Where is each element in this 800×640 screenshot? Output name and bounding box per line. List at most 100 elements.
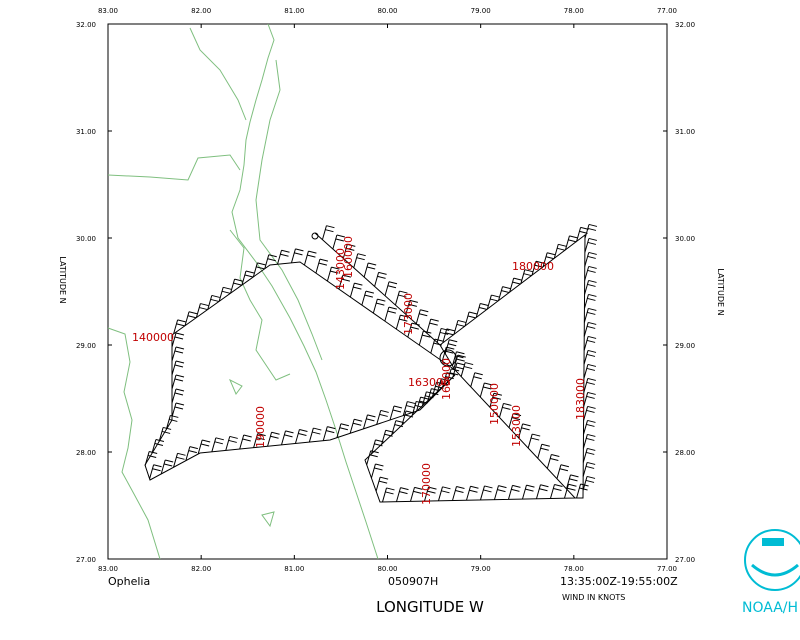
wind-barb [338, 274, 344, 290]
x-tick-label: 80.00 [377, 565, 397, 573]
wind-barb-flag [380, 409, 389, 413]
wind-barb [315, 258, 321, 274]
wind-barb [353, 253, 359, 268]
wind-barb [396, 487, 401, 502]
wind-barb-flag [399, 491, 408, 495]
wind-barb [566, 474, 571, 490]
wind-barb-flag [177, 319, 186, 323]
wind-barb [290, 248, 296, 263]
wind-barb [384, 281, 390, 296]
wind-barb [361, 290, 367, 306]
wind-barb [382, 487, 387, 503]
wind-barb-flag [547, 252, 556, 256]
wind-barb [401, 410, 407, 426]
wind-barb-flag [392, 409, 402, 413]
x-tick-label: 82.00 [191, 565, 211, 573]
wind-barb-flag [587, 241, 596, 245]
wind-barb [508, 413, 514, 428]
wind-barb-flag [387, 310, 396, 314]
wind-barb-flag [399, 318, 408, 322]
wind-barb [415, 309, 421, 324]
wind-barb-flag [469, 489, 478, 493]
wind-barb [583, 420, 588, 435]
wind-barb [465, 486, 471, 501]
wind-barb-flag [367, 266, 376, 270]
wind-barb-flag [480, 303, 489, 307]
wind-barb [520, 269, 526, 284]
wind-barb [582, 434, 588, 449]
wind-barb-flag [318, 262, 328, 266]
wind-barb-flag [587, 447, 596, 451]
wind-barb [195, 303, 201, 318]
wind-barb [149, 464, 155, 479]
wind-barb-flag [215, 437, 224, 441]
wind-barb [336, 423, 342, 438]
wind-barb-flag [586, 395, 595, 399]
time-label: 173000 [402, 293, 415, 335]
wind-barb-flag [551, 454, 560, 457]
wind-barb-flag [522, 423, 531, 427]
wind-barb-flag [415, 404, 424, 408]
wind-barb-flag [385, 491, 394, 495]
wind-barb-flag [456, 362, 466, 366]
wind-barb [370, 463, 376, 479]
wind-barb-flag [308, 250, 317, 254]
wind-barb-flag [501, 290, 510, 294]
track-start [311, 232, 319, 240]
wind-barb-flag [175, 346, 185, 350]
wind-barb-flag [451, 368, 460, 372]
noaa-logo: NOAA/H [742, 529, 800, 616]
wind-barb [376, 410, 382, 425]
wind-barb [563, 484, 569, 499]
wind-barb-flag [585, 479, 595, 483]
wind-barb-flag [467, 315, 477, 319]
wind-barb-flag [493, 392, 503, 396]
wind-barb-flag [368, 262, 377, 266]
wind-barb [405, 300, 411, 315]
wind-barb-flag [513, 277, 522, 281]
wind-barb [230, 279, 236, 294]
wind-barb-flag [375, 463, 384, 467]
wind-barb [489, 393, 495, 408]
wind-barb-flag [550, 458, 559, 461]
wind-barb-flag [341, 278, 351, 282]
wind-barb-flag [586, 353, 596, 357]
wind-barb-flag [257, 433, 266, 437]
wind-barb-flag [354, 418, 363, 422]
time-label: 143000 [334, 248, 347, 290]
wind-barb-flag [152, 468, 161, 472]
wind-barb-flag [586, 465, 595, 469]
wind-barb [582, 448, 588, 463]
wind-barb-flag [579, 230, 588, 234]
wind-barb-flag [446, 346, 455, 350]
wind-barb [464, 311, 470, 327]
wind-barb [384, 306, 390, 322]
wind-barb-flag [587, 391, 596, 395]
wind-barb [475, 303, 481, 318]
wind-barb-flag [400, 314, 409, 318]
wind-barb-flag [420, 309, 429, 313]
wind-barb-flag [409, 299, 418, 303]
wind-barb [308, 427, 314, 443]
storm-name: Ophelia [108, 575, 150, 588]
wind-barb [395, 314, 401, 330]
wind-barb [582, 462, 588, 477]
wind-barb [453, 320, 459, 335]
wind-barb-flag [586, 475, 596, 479]
wind-barb [430, 338, 436, 354]
wind-barb [521, 484, 527, 500]
wind-barb-flag [369, 454, 378, 458]
wind-barb-flag [440, 382, 449, 386]
wind-barb [498, 286, 504, 301]
wind-barb [584, 238, 590, 253]
wind-barb [424, 486, 429, 502]
wind-barb-flag [430, 318, 439, 322]
wind-barb-flag [457, 319, 467, 323]
wind-barb-flag [567, 487, 576, 491]
wind-barb-flag [398, 294, 407, 298]
wind-barb [442, 328, 448, 344]
wind-barb-flag [587, 433, 596, 437]
wind-barb-flag [243, 434, 252, 438]
wind-barb-flag [569, 478, 578, 482]
